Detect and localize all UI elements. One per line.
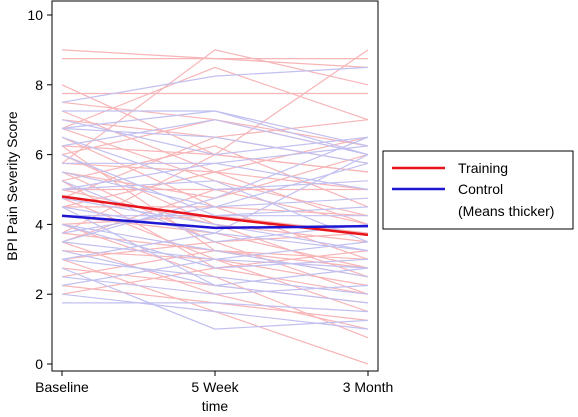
y-tick-label: 2 xyxy=(35,286,43,302)
control-individual-line xyxy=(61,206,369,287)
x-tick-label: 5 Week xyxy=(191,379,239,395)
control-individual-line xyxy=(61,136,369,191)
training-individual-line xyxy=(61,49,369,164)
control-individual-line xyxy=(61,127,369,164)
x-axis: Baseline 5 Week 3 Month xyxy=(35,371,393,395)
y-tick-label: 6 xyxy=(35,147,43,163)
legend-note: (Means thicker) xyxy=(458,203,554,219)
mean-lines xyxy=(61,195,369,237)
control-mean-line xyxy=(61,214,369,230)
training-individual-line xyxy=(61,84,369,173)
y-tick-label: 8 xyxy=(35,77,43,93)
y-tick-label: 10 xyxy=(27,7,43,23)
control-individual-line xyxy=(61,276,369,295)
training-individual-line xyxy=(61,136,369,208)
control-individual-line xyxy=(61,180,369,243)
control-individual-line xyxy=(62,110,369,147)
training-mean-line xyxy=(61,195,369,237)
y-tick-label: 0 xyxy=(35,356,43,372)
y-axis-title: BPI Pain Severity Score xyxy=(4,111,20,261)
control-individual-line xyxy=(61,223,369,269)
individual-lines xyxy=(61,49,369,365)
control-individual-line xyxy=(62,302,369,313)
control-individual-line xyxy=(61,66,369,103)
control-individual-line xyxy=(61,232,369,260)
control-individual-line xyxy=(61,241,369,287)
x-tick-label: Baseline xyxy=(35,379,89,395)
legend-label-training: Training xyxy=(458,160,508,176)
x-axis-title: time xyxy=(202,398,229,414)
training-individual-line xyxy=(61,119,369,138)
legend-label-control: Control xyxy=(458,181,503,197)
legend: Training Control (Means thicker) xyxy=(382,150,574,230)
control-individual-line xyxy=(61,145,369,191)
control-individual-line xyxy=(61,110,369,156)
control-individual-line xyxy=(61,136,369,243)
control-individual-line xyxy=(61,197,369,234)
control-individual-line xyxy=(61,197,369,252)
training-individual-line xyxy=(61,145,369,208)
control-individual-line xyxy=(61,293,369,330)
training-individual-line xyxy=(61,66,369,129)
y-axis: 0 2 4 6 8 10 xyxy=(27,7,52,372)
y-tick-label: 4 xyxy=(35,216,43,232)
control-individual-line xyxy=(61,119,369,156)
control-individual-line xyxy=(61,258,369,295)
x-tick-label: 3 Month xyxy=(343,379,394,395)
